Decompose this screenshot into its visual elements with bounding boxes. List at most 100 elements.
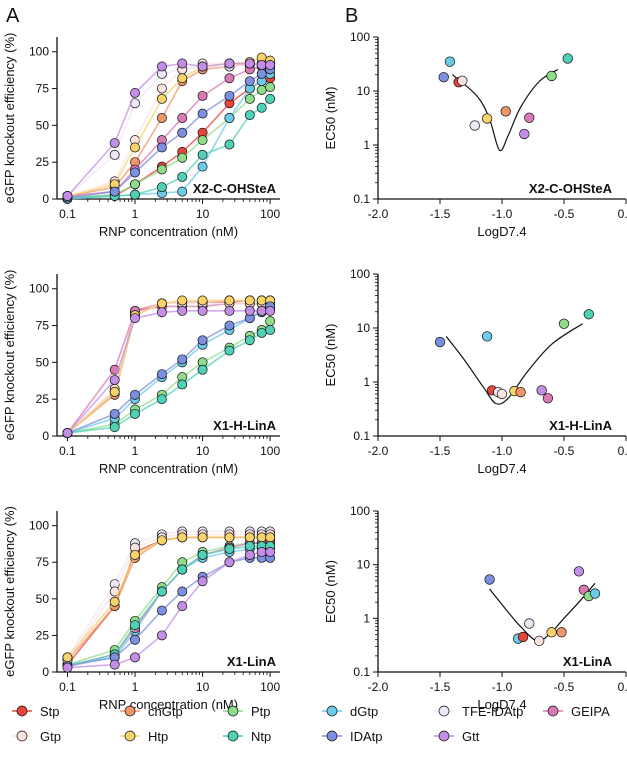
x-tick-label: 1 [132, 207, 139, 221]
data-point [62, 428, 73, 439]
chart-b-0: 0.1 1 10 100 -2.0 -1.5 -1.0 -0.5 0.0 LogD7.4 EC50 … [323, 30, 627, 239]
data-point [265, 305, 276, 316]
y-tick-label: 75 [36, 319, 50, 333]
data-point-Gtt [573, 566, 585, 577]
data-point [224, 58, 235, 69]
data-point [62, 191, 73, 202]
legend-label: Htp [148, 729, 168, 744]
data-point [130, 179, 140, 190]
y-tick-label: 50 [36, 355, 50, 369]
data-point [256, 102, 267, 113]
x-tick-label: -1.0 [492, 444, 513, 458]
data-point [130, 652, 140, 663]
data-point-TFE-IDAtp [469, 120, 480, 131]
data-point [265, 532, 276, 543]
x-axis-title: LogD7.4 [477, 697, 526, 712]
data-point [197, 549, 208, 560]
data-point [224, 557, 235, 568]
x-tick-label: 10 [196, 444, 210, 458]
x-tick-label: -0.5 [554, 444, 575, 458]
fit-curve-Htp [66, 536, 271, 658]
data-point [256, 547, 267, 557]
fit-curve-Ntp [67, 545, 271, 667]
x-tick-label: -0.5 [554, 207, 575, 221]
fit-curve-GEIPA [67, 65, 271, 197]
data-point-GEIPA [542, 393, 554, 404]
legend-marker [124, 705, 136, 717]
data-point [265, 93, 276, 104]
series-Ntp [62, 325, 276, 439]
y-tick-label: 0.1 [353, 429, 370, 443]
y-tick-label: 50 [36, 592, 50, 606]
fit-curve-IDAtp [67, 68, 271, 199]
data-point-Ptp [558, 318, 570, 329]
y-tick-label: 0.1 [353, 192, 370, 206]
legend-label: GEIPA [571, 704, 610, 719]
series-chGtp [62, 532, 276, 666]
data-point-GEIPA [524, 112, 535, 123]
legend-item-Gtp: Gtp [12, 729, 61, 744]
data-point-Ntp [583, 309, 594, 320]
data-point-Htp [546, 627, 557, 638]
y-tick-label: 75 [36, 555, 50, 569]
fit-curve-chGtp [66, 536, 271, 661]
x-tick-label: 0.1 [59, 444, 76, 458]
data-point [265, 60, 276, 70]
legend-item-GEIPA: GEIPA [543, 704, 610, 719]
data-point-Ntp [562, 53, 573, 64]
chart-b-1: 0.1 1 10 100 -2.0 -1.5 -1.0 -0.5 0.0 LogD7.4 EC50 … [323, 267, 627, 476]
x-tick-label: -2.0 [368, 444, 389, 458]
data-point [244, 110, 255, 121]
legend-item-Ptp: Ptp [223, 704, 271, 719]
series-Stp [62, 532, 276, 670]
data-point [197, 149, 208, 160]
data-point [244, 76, 255, 87]
series-Htp [62, 52, 276, 202]
data-point [224, 139, 235, 150]
fit-curve-Stp [66, 299, 271, 434]
data-point [256, 60, 267, 70]
data-point-dGtp [481, 331, 493, 342]
data-point [177, 586, 188, 597]
data-point [197, 335, 208, 346]
legend-marker [438, 730, 450, 742]
fit-curve-Ptp [67, 320, 271, 434]
series-Htp [62, 532, 276, 663]
fit-curve-Gtt [67, 551, 271, 669]
y-tick-label: 50 [36, 118, 50, 132]
data-point [197, 135, 208, 146]
x-tick-label: 0.0 [618, 680, 627, 694]
data-point [156, 83, 167, 94]
data-point [256, 85, 267, 95]
y-tick-label: 0 [42, 665, 49, 679]
data-point [197, 305, 208, 316]
legend-item-Gtt: Gtt [434, 729, 480, 744]
data-point [62, 662, 73, 673]
data-point [177, 73, 188, 84]
data-point [109, 375, 120, 385]
legend-item-dGtp: dGtp [322, 704, 378, 719]
fit-curve-Ntp [67, 329, 271, 434]
x-tick-label: -2.0 [368, 680, 389, 694]
fit-curve [452, 68, 559, 152]
x-tick-label: -1.0 [492, 680, 513, 694]
y-axis-title: EC50 (nM) [323, 324, 338, 387]
data-point [224, 532, 235, 543]
legend-label: Gtt [462, 729, 480, 744]
data-point [109, 149, 120, 160]
data-point [256, 305, 267, 316]
x-axis-title: LogD7.4 [477, 224, 526, 239]
fit-curve-Ptp [67, 86, 271, 199]
data-point [177, 152, 188, 163]
data-point [197, 61, 208, 72]
data-point-chGtp [556, 627, 567, 638]
data-point [224, 90, 235, 101]
data-point [244, 549, 255, 560]
fit-curve-TFE-IDAtp [66, 530, 271, 658]
data-point-TFE-IDAtp [524, 618, 535, 629]
legend-label: chGtp [148, 704, 183, 719]
data-point [224, 73, 235, 84]
fit-curve-chGtp [66, 299, 271, 434]
panel-letter-a: A [6, 5, 20, 27]
